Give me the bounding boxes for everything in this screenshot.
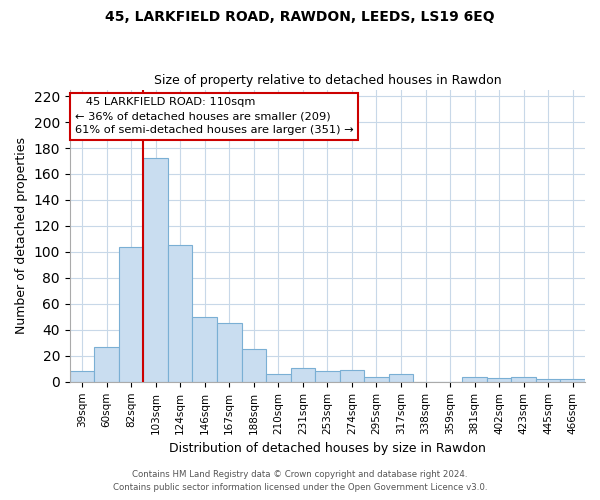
Bar (536, 379, 560, 382)
Bar (94, 346, 119, 382)
Bar (193, 317, 217, 382)
Bar (119, 246, 143, 382)
Bar (217, 324, 242, 382)
Bar (560, 379, 585, 382)
Bar (290, 368, 315, 382)
Bar (70, 372, 94, 382)
Bar (315, 372, 340, 382)
Title: Size of property relative to detached houses in Rawdon: Size of property relative to detached ho… (154, 74, 501, 87)
Bar (168, 246, 193, 382)
Text: 45, LARKFIELD ROAD, RAWDON, LEEDS, LS19 6EQ: 45, LARKFIELD ROAD, RAWDON, LEEDS, LS19 … (105, 10, 495, 24)
Bar (340, 370, 364, 382)
X-axis label: Distribution of detached houses by size in Rawdon: Distribution of detached houses by size … (169, 442, 486, 455)
Text: 45 LARKFIELD ROAD: 110sqm
← 36% of detached houses are smaller (209)
61% of semi: 45 LARKFIELD ROAD: 110sqm ← 36% of detac… (74, 98, 353, 136)
Bar (487, 378, 511, 382)
Bar (364, 376, 389, 382)
Bar (242, 350, 266, 382)
Text: Contains HM Land Registry data © Crown copyright and database right 2024.
Contai: Contains HM Land Registry data © Crown c… (113, 470, 487, 492)
Bar (389, 374, 413, 382)
Y-axis label: Number of detached properties: Number of detached properties (15, 137, 28, 334)
Bar (143, 158, 168, 382)
Bar (266, 374, 290, 382)
Bar (463, 376, 487, 382)
Bar (511, 376, 536, 382)
